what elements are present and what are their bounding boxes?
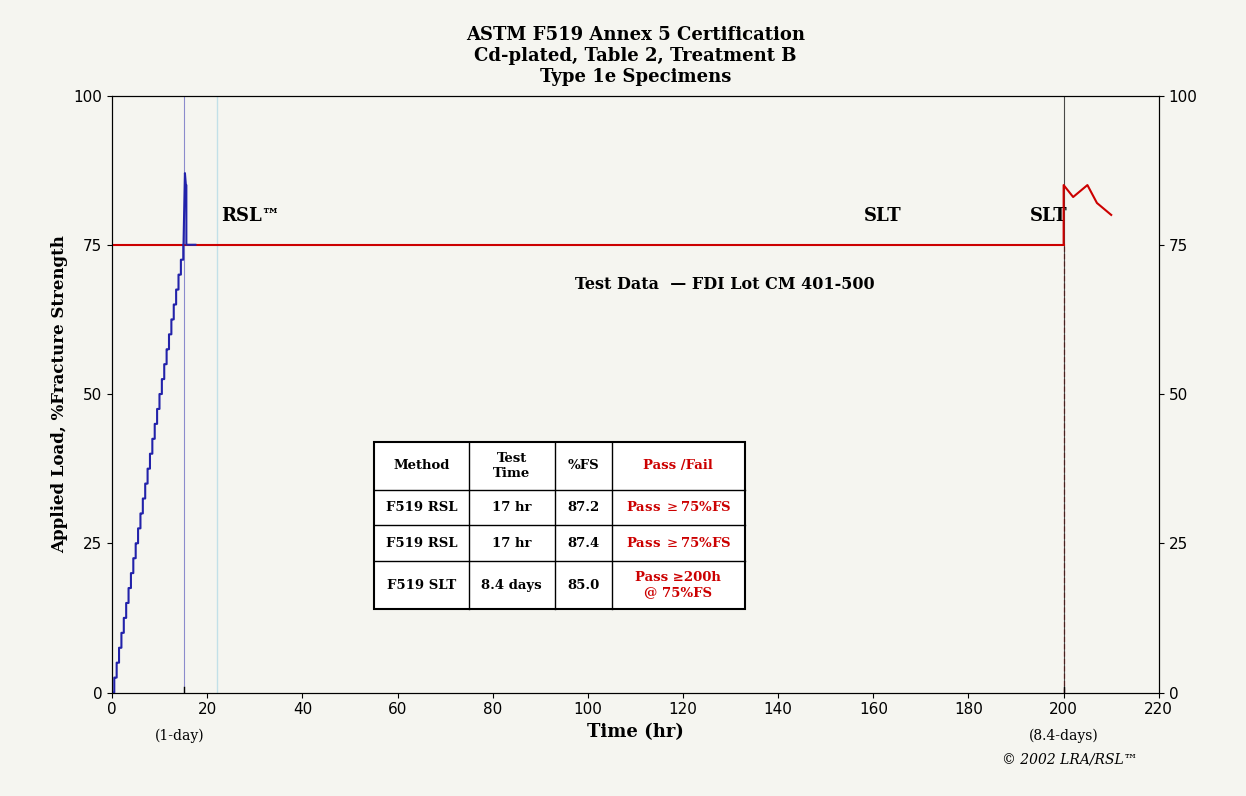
Text: © 2002 LRA/RSL™: © 2002 LRA/RSL™: [1002, 752, 1138, 767]
Text: SLT: SLT: [1030, 207, 1068, 225]
Text: SLT: SLT: [863, 207, 902, 225]
Text: 8.4 days: 8.4 days: [481, 579, 542, 591]
Text: 17 hr: 17 hr: [492, 501, 532, 514]
Text: 85.0: 85.0: [567, 579, 599, 591]
Text: Pass /Fail: Pass /Fail: [643, 459, 713, 472]
Text: 87.4: 87.4: [567, 537, 599, 550]
Text: F519 SLT: F519 SLT: [386, 579, 456, 591]
X-axis label: Time (hr): Time (hr): [587, 723, 684, 741]
Text: RSL™: RSL™: [222, 207, 280, 225]
Text: Test Data  — FDI Lot CM 401-500: Test Data — FDI Lot CM 401-500: [574, 275, 875, 292]
Text: 17 hr: 17 hr: [492, 537, 532, 550]
Text: Pass $\geq$75%FS: Pass $\geq$75%FS: [625, 501, 731, 514]
Text: F519 RSL: F519 RSL: [385, 537, 457, 550]
Text: 87.2: 87.2: [567, 501, 599, 514]
Title: ASTM F519 Annex 5 Certification
Cd-plated, Table 2, Treatment B
Type 1e Specimen: ASTM F519 Annex 5 Certification Cd-plate…: [466, 26, 805, 86]
Y-axis label: Applied Load, %Fracture Strength: Applied Load, %Fracture Strength: [51, 235, 69, 553]
Text: Method: Method: [394, 459, 450, 472]
Text: Pass $\geq$75%FS: Pass $\geq$75%FS: [625, 537, 731, 550]
Text: Test
Time: Test Time: [493, 451, 531, 480]
Text: (1-day): (1-day): [155, 729, 204, 743]
Text: (8.4-days): (8.4-days): [1029, 729, 1099, 743]
Text: Pass ≥200h
@ 75%FS: Pass ≥200h @ 75%FS: [635, 571, 721, 599]
Bar: [374, 442, 745, 609]
Text: %FS: %FS: [567, 459, 599, 472]
Text: F519 RSL: F519 RSL: [385, 501, 457, 514]
